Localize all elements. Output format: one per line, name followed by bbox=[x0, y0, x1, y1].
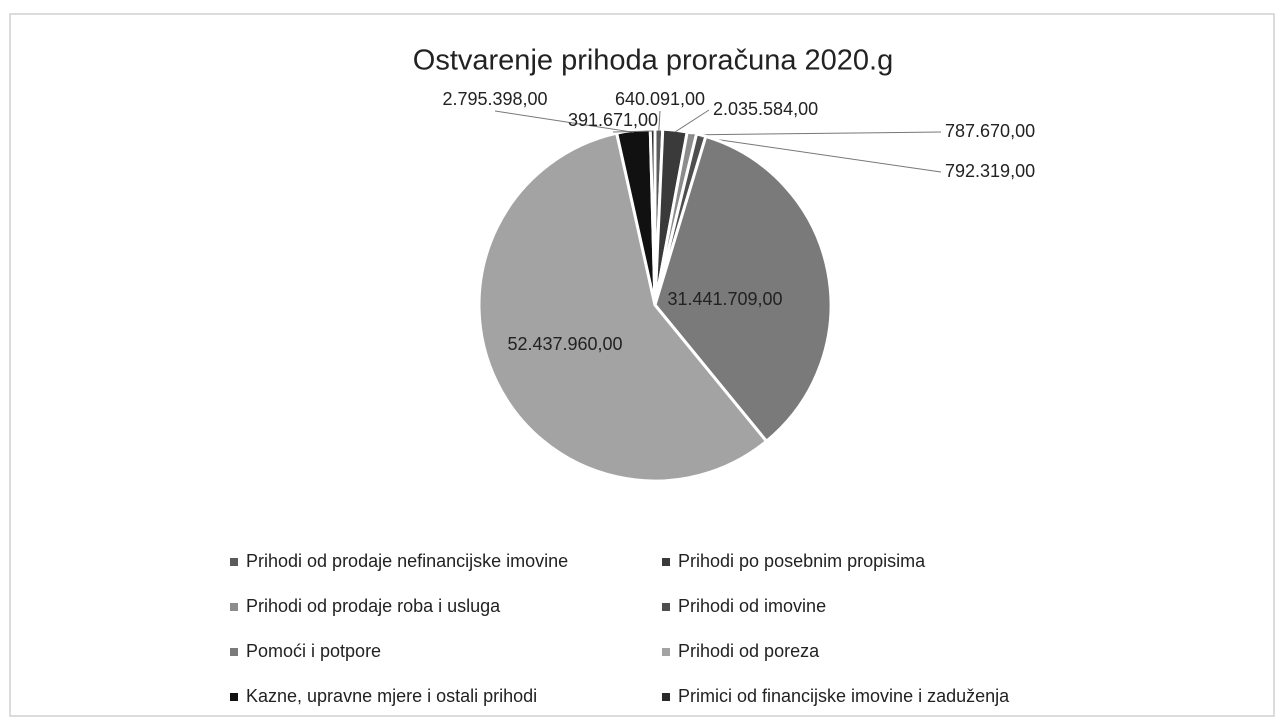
legend-label: Prihodi po posebnim propisima bbox=[678, 551, 926, 571]
legend-swatch bbox=[662, 603, 670, 611]
legend-swatch bbox=[662, 648, 670, 656]
data-label: 787.670,00 bbox=[945, 121, 1035, 141]
legend-swatch bbox=[230, 693, 238, 701]
pie-slice bbox=[653, 134, 833, 444]
data-label: 391.671,00 bbox=[568, 110, 658, 130]
legend-swatch bbox=[230, 648, 238, 656]
leader-line bbox=[658, 110, 661, 132]
data-label: 52.437.960,00 bbox=[507, 334, 622, 354]
leader-line bbox=[700, 136, 942, 173]
leader-line bbox=[612, 130, 653, 133]
pie-slice bbox=[477, 131, 769, 483]
pie-slice bbox=[648, 127, 657, 306]
legend-swatch bbox=[230, 603, 238, 611]
leader-line bbox=[494, 110, 634, 133]
leader-line bbox=[674, 109, 710, 133]
legend-swatch bbox=[230, 558, 238, 566]
legend-label: Prihodi od imovine bbox=[678, 596, 826, 616]
data-label: 2.035.584,00 bbox=[713, 99, 818, 119]
data-label: 640.091,00 bbox=[615, 89, 705, 109]
data-label: 2.795.398,00 bbox=[442, 89, 547, 109]
leader-line bbox=[691, 131, 942, 136]
chart-title: Ostvarenje prihoda proračuna 2020.g bbox=[413, 45, 893, 77]
legend-label: Pomoći i potpore bbox=[246, 641, 381, 661]
legend-label: Prihodi od prodaje nefinancijske imovine bbox=[246, 551, 568, 571]
legend-label: Kazne, upravne mjere i ostali prihodi bbox=[246, 686, 537, 706]
legend-swatch bbox=[662, 693, 670, 701]
data-label: 792.319,00 bbox=[945, 161, 1035, 181]
legend-swatch bbox=[662, 558, 670, 566]
legend-label: Primici od financijske imovine i zadužen… bbox=[678, 686, 1010, 706]
legend-label: Prihodi od poreza bbox=[678, 641, 820, 661]
legend-label: Prihodi od prodaje roba i usluga bbox=[246, 596, 501, 616]
data-label: 31.441.709,00 bbox=[667, 289, 782, 309]
